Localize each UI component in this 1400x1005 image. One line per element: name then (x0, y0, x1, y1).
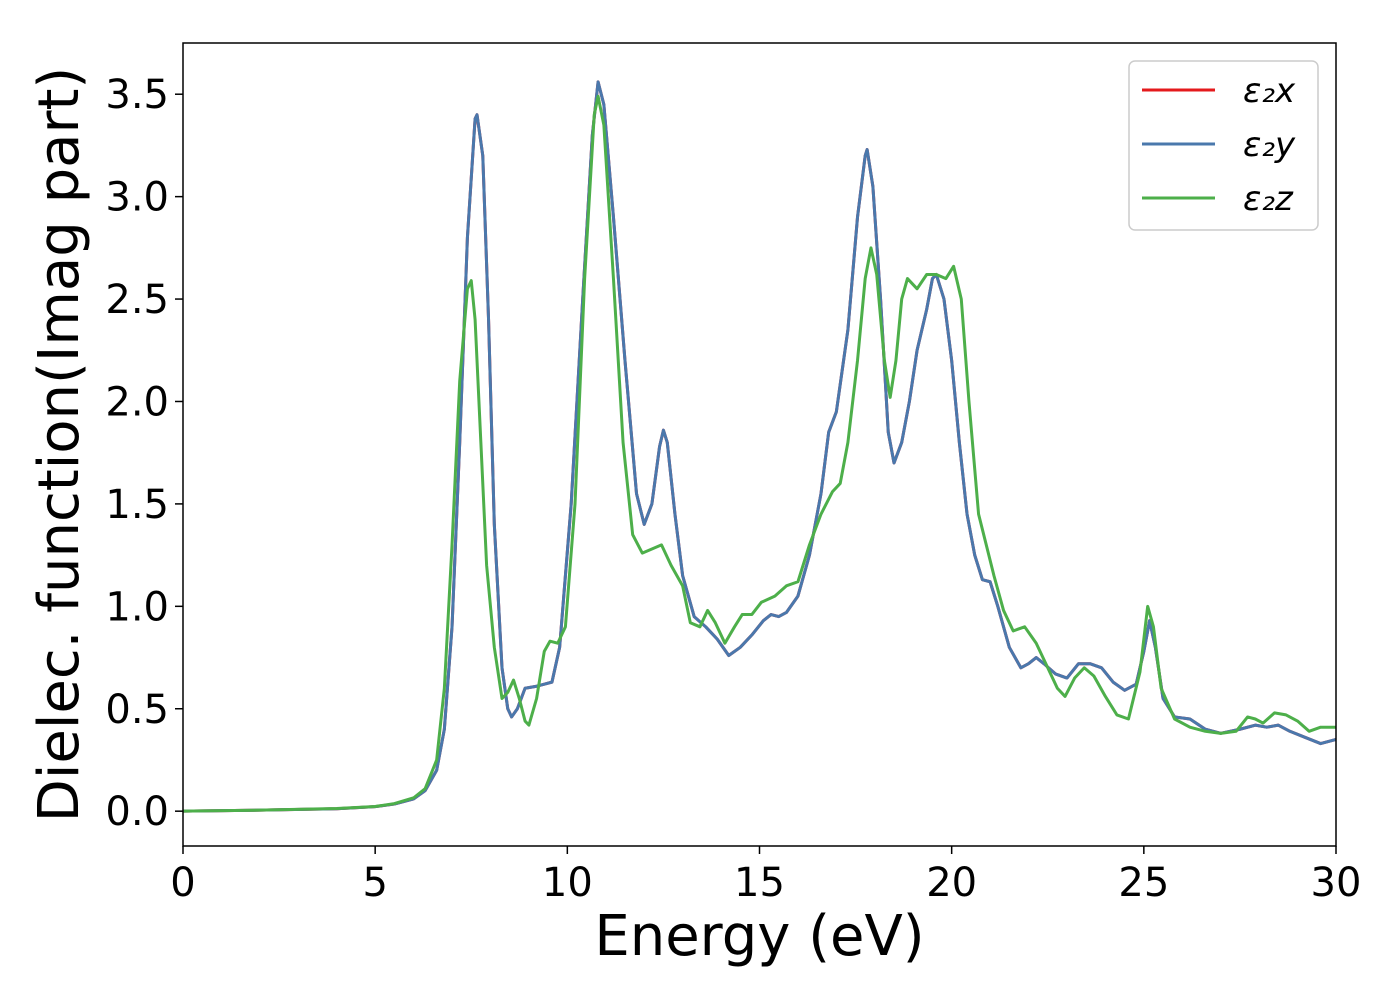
x-tick-label: 30 (1311, 860, 1362, 906)
x-axis-ticks: 0 5 10 15 20 25 30 (170, 846, 1361, 906)
legend-label: ε₂y (1243, 125, 1296, 165)
y-tick-label: 2.0 (105, 379, 169, 425)
x-axis-title: Energy (eV) (594, 904, 924, 969)
y-tick-label: 0.5 (105, 687, 169, 733)
y-tick-label: 3.5 (105, 72, 169, 118)
x-tick-label: 15 (734, 860, 785, 906)
legend-label: ε₂x (1243, 71, 1296, 111)
series-lines (183, 80, 1336, 813)
legend: ε₂x ε₂y ε₂z (1128, 60, 1319, 231)
series-line-3 (183, 94, 1336, 813)
y-axis-ticks: 0.0 0.5 1.0 1.5 2.0 2.5 3.0 3.5 (105, 72, 183, 835)
x-tick-label: 5 (362, 860, 387, 906)
x-tick-label: 10 (542, 860, 593, 906)
y-tick-label: 2.5 (105, 277, 169, 323)
x-tick-label: 0 (170, 860, 195, 906)
x-tick-label: 20 (926, 860, 977, 906)
legend-box (1128, 60, 1319, 231)
y-tick-label: 3.0 (105, 175, 169, 221)
x-tick-label: 25 (1118, 860, 1169, 906)
y-tick-label: 1.5 (105, 482, 169, 528)
legend-label: ε₂z (1243, 179, 1294, 219)
y-tick-label: 1.0 (105, 584, 169, 630)
y-axis-title: Dielec. function(Imag part) (27, 67, 92, 823)
y-tick-label: 0.0 (105, 789, 169, 835)
